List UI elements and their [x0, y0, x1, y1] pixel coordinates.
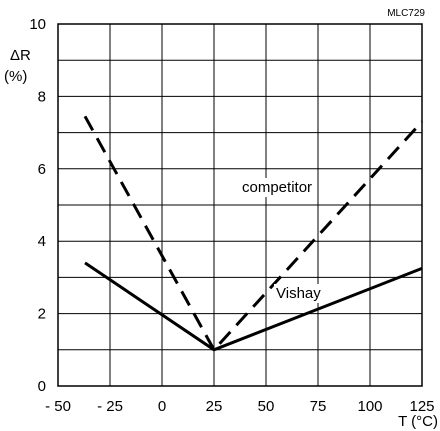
- series-label-competitor: competitor: [242, 179, 312, 196]
- figure-code: MLC729: [387, 8, 425, 19]
- x-tick-label: 125: [409, 398, 434, 415]
- y-axis-label-unit: (%): [4, 68, 27, 85]
- x-tick-labels: - 50 - 25 0 25 50 75 100 125: [45, 398, 434, 415]
- series-line-vishay: [84, 261, 423, 352]
- y-tick-label: 4: [38, 233, 46, 250]
- y-tick-label: 6: [38, 161, 46, 178]
- x-axis-label: T (°C): [398, 413, 438, 430]
- x-tick-label: 25: [206, 398, 223, 415]
- series-label-vishay: Vishay: [276, 285, 321, 302]
- y-tick-label: 2: [38, 306, 46, 323]
- x-tick-label: - 50: [45, 398, 71, 415]
- x-tick-label: 0: [158, 398, 166, 415]
- y-tick-label: 8: [38, 88, 46, 105]
- x-tick-label: 100: [357, 398, 382, 415]
- x-tick-label: 75: [310, 398, 327, 415]
- plot-frame: [57, 23, 423, 387]
- y-tick-label: 10: [29, 16, 46, 33]
- x-tick-label: 50: [258, 398, 275, 415]
- y-tick-labels: 0 2 4 6 8 10: [29, 16, 46, 395]
- series-label-background: [274, 284, 324, 303]
- y-tick-label: 0: [38, 378, 46, 395]
- series-labels: competitor Vishay: [240, 178, 324, 303]
- y-axis-label-symbol: ΔR: [10, 47, 31, 64]
- grid: [58, 24, 422, 386]
- x-tick-label: - 25: [97, 398, 123, 415]
- series-label-background: [240, 178, 315, 197]
- series-line-competitor: [83, 115, 424, 353]
- series-group: [83, 115, 424, 353]
